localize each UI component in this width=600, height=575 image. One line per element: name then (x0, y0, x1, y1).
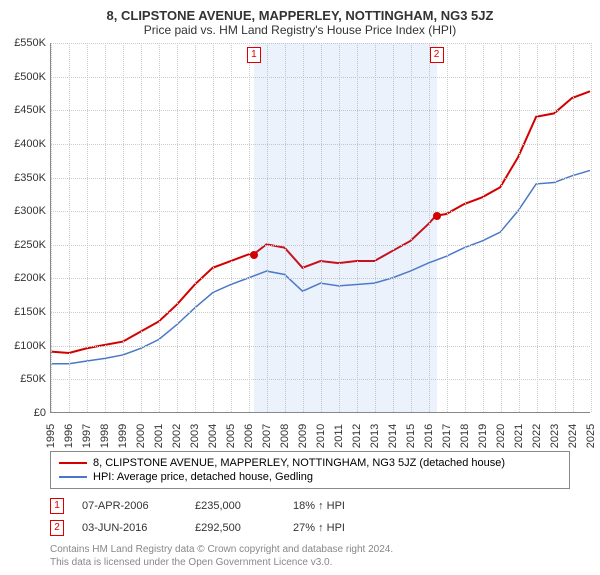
y-tick-label: £250K (1, 239, 46, 251)
gridline-v (501, 43, 502, 412)
y-tick-label: £0 (1, 407, 46, 419)
event-date: 03-JUN-2016 (82, 522, 177, 534)
gridline-v (141, 43, 142, 412)
x-tick-label: 2025 (585, 424, 597, 448)
event-marker: 1 (50, 498, 64, 514)
footer-line: Contains HM Land Registry data © Crown c… (50, 543, 570, 556)
x-tick-label: 2003 (189, 424, 201, 448)
x-tick-label: 2000 (135, 424, 147, 448)
gridline-v (69, 43, 70, 412)
y-tick-label: £150K (1, 306, 46, 318)
shaded-region (254, 43, 437, 412)
y-tick-label: £550K (1, 37, 46, 49)
x-tick-label: 2021 (513, 424, 525, 448)
y-tick-label: £450K (1, 104, 46, 116)
y-tick-label: £200K (1, 272, 46, 284)
gridline-v (573, 43, 574, 412)
event-pct: 18% ↑ HPI (293, 500, 383, 512)
x-tick-label: 2015 (405, 424, 417, 448)
sale-marker-dot (250, 251, 258, 259)
chart-container: 8, CLIPSTONE AVENUE, MAPPERLEY, NOTTINGH… (0, 0, 600, 569)
x-tick-label: 2019 (477, 424, 489, 448)
chart-title: 8, CLIPSTONE AVENUE, MAPPERLEY, NOTTINGH… (0, 0, 600, 23)
x-tick-label: 2017 (441, 424, 453, 448)
x-tick-label: 2016 (423, 424, 435, 448)
chart-subtitle: Price paid vs. HM Land Registry's House … (0, 23, 600, 43)
gridline-v (249, 43, 250, 412)
gridline-v (483, 43, 484, 412)
x-tick-label: 1998 (99, 424, 111, 448)
gridline-v (591, 43, 592, 412)
footer-attribution: Contains HM Land Registry data © Crown c… (50, 543, 570, 569)
plot-area: £0£50K£100K£150K£200K£250K£300K£350K£400… (50, 43, 590, 413)
x-tick-label: 2008 (279, 424, 291, 448)
y-tick-label: £100K (1, 340, 46, 352)
legend-item-hpi: HPI: Average price, detached house, Gedl… (59, 470, 561, 484)
x-tick-label: 2024 (567, 424, 579, 448)
sale-marker-box: 2 (430, 47, 444, 63)
sale-marker-dot (433, 212, 441, 220)
x-tick-label: 2007 (261, 424, 273, 448)
y-tick-label: £350K (1, 172, 46, 184)
event-table: 1 07-APR-2006 £235,000 18% ↑ HPI 2 03-JU… (50, 495, 570, 539)
gridline-v (447, 43, 448, 412)
gridline-v (123, 43, 124, 412)
legend-label: HPI: Average price, detached house, Gedl… (93, 471, 313, 483)
gridline-v (555, 43, 556, 412)
x-tick-label: 2006 (243, 424, 255, 448)
gridline-v (465, 43, 466, 412)
event-row: 2 03-JUN-2016 £292,500 27% ↑ HPI (50, 517, 570, 539)
x-tick-label: 2001 (153, 424, 165, 448)
y-tick-label: £500K (1, 71, 46, 83)
x-tick-label: 2014 (387, 424, 399, 448)
x-tick-label: 1995 (45, 424, 57, 448)
gridline-v (213, 43, 214, 412)
x-tick-label: 2004 (207, 424, 219, 448)
y-tick-label: £50K (1, 373, 46, 385)
footer-line: This data is licensed under the Open Gov… (50, 556, 570, 569)
gridline-v (105, 43, 106, 412)
legend: 8, CLIPSTONE AVENUE, MAPPERLEY, NOTTINGH… (50, 451, 570, 489)
gridline-v (519, 43, 520, 412)
event-marker: 2 (50, 520, 64, 536)
gridline-v (159, 43, 160, 412)
x-tick-label: 1999 (117, 424, 129, 448)
event-row: 1 07-APR-2006 £235,000 18% ↑ HPI (50, 495, 570, 517)
event-pct: 27% ↑ HPI (293, 522, 383, 534)
legend-swatch (59, 476, 87, 478)
x-tick-label: 2010 (315, 424, 327, 448)
legend-label: 8, CLIPSTONE AVENUE, MAPPERLEY, NOTTINGH… (93, 457, 505, 469)
x-tick-label: 1997 (81, 424, 93, 448)
sale-marker-box: 1 (247, 47, 261, 63)
y-tick-label: £300K (1, 205, 46, 217)
x-tick-label: 2005 (225, 424, 237, 448)
gridline-v (87, 43, 88, 412)
x-tick-label: 2012 (351, 424, 363, 448)
x-tick-label: 2002 (171, 424, 183, 448)
legend-swatch (59, 462, 87, 464)
x-tick-label: 2022 (531, 424, 543, 448)
x-tick-label: 2011 (333, 424, 345, 448)
gridline-v (51, 43, 52, 412)
event-date: 07-APR-2006 (82, 500, 177, 512)
event-price: £235,000 (195, 500, 275, 512)
event-price: £292,500 (195, 522, 275, 534)
x-tick-label: 2023 (549, 424, 561, 448)
gridline-v (195, 43, 196, 412)
legend-item-property: 8, CLIPSTONE AVENUE, MAPPERLEY, NOTTINGH… (59, 456, 561, 470)
x-tick-label: 2009 (297, 424, 309, 448)
gridline-v (177, 43, 178, 412)
x-tick-label: 2013 (369, 424, 381, 448)
gridline-v (537, 43, 538, 412)
y-tick-label: £400K (1, 138, 46, 150)
gridline-v (231, 43, 232, 412)
x-tick-label: 1996 (63, 424, 75, 448)
x-tick-label: 2020 (495, 424, 507, 448)
x-tick-label: 2018 (459, 424, 471, 448)
